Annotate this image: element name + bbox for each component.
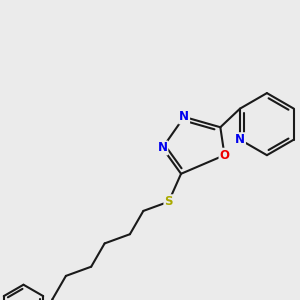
Text: N: N: [158, 141, 167, 154]
Text: O: O: [220, 149, 230, 162]
Text: S: S: [164, 195, 173, 208]
Text: N: N: [179, 110, 189, 123]
Text: N: N: [235, 133, 245, 146]
